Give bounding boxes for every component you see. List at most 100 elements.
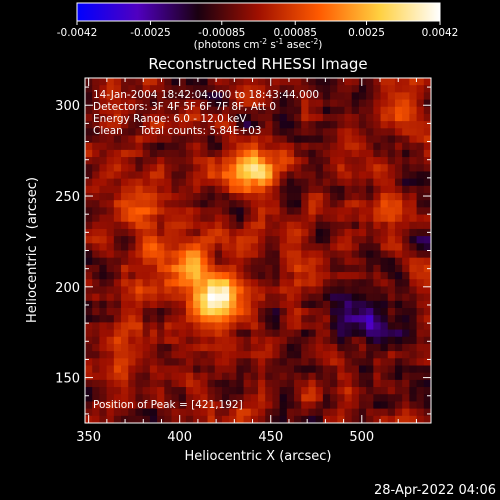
heatmap-cell <box>200 207 209 216</box>
heatmap-cell <box>265 171 273 180</box>
heatmap-cell <box>308 408 317 417</box>
heatmap-cell <box>308 135 317 144</box>
heatmap-cell <box>121 92 129 101</box>
heatmap-cell <box>236 121 245 129</box>
heatmap-cell <box>128 135 136 144</box>
heatmap-cell <box>142 286 151 295</box>
heatmap-cell <box>394 351 403 359</box>
heatmap-cell <box>185 365 194 374</box>
heatmap-cell <box>265 264 273 273</box>
heatmap-cell <box>121 135 129 144</box>
heatmap-cell <box>221 343 230 352</box>
heatmap-cell <box>394 113 403 122</box>
heatmap-cell <box>409 401 418 410</box>
heatmap-cell <box>200 193 209 201</box>
colorbar-tick-label: 0.0042 <box>422 27 459 39</box>
heatmap-cell <box>402 236 410 244</box>
heatmap-cell <box>142 308 151 316</box>
heatmap-cell <box>387 200 396 208</box>
heatmap-cell <box>106 142 115 151</box>
heatmap-cell <box>92 408 100 417</box>
heatmap-cell <box>330 250 338 259</box>
heatmap-cell <box>214 387 223 395</box>
heatmap-cell <box>279 300 288 309</box>
heatmap-cell <box>358 149 367 158</box>
heatmap-cell <box>128 243 136 251</box>
x-tick-label: 500 <box>349 430 374 445</box>
heatmap-cell <box>330 401 338 410</box>
heatmap-cell <box>85 85 93 93</box>
heatmap-cell <box>178 394 187 402</box>
heatmap-cell <box>236 142 245 151</box>
heatmap-cell <box>315 185 324 194</box>
heatmap-cell <box>315 365 324 374</box>
heatmap-cell <box>229 308 237 316</box>
heatmap-cell <box>214 221 223 230</box>
heatmap-cell <box>85 315 93 323</box>
heatmap-cell <box>229 315 237 323</box>
heatmap-cell <box>351 408 360 417</box>
heatmap-cell <box>366 264 374 273</box>
heatmap-cell <box>366 106 374 115</box>
heatmap-cell <box>92 300 100 309</box>
heatmap-cell <box>171 121 180 129</box>
annotation-detectors: Detectors: 3F 4F 5F 6F 7F 8F, Att 0 <box>93 101 276 113</box>
heatmap-cell <box>214 257 223 266</box>
heatmap-cell <box>85 279 93 287</box>
heatmap-cell <box>214 128 223 136</box>
heatmap-cell <box>200 387 209 395</box>
heatmap-cell <box>85 243 93 251</box>
heatmap-cell <box>279 372 288 381</box>
heatmap-cell <box>351 207 360 216</box>
heatmap-cell <box>85 185 93 194</box>
heatmap-cell <box>178 264 187 273</box>
heatmap-cell <box>344 415 353 424</box>
heatmap-cell <box>149 358 158 366</box>
heatmap-cell <box>113 272 122 280</box>
heatmap-cell <box>373 121 382 129</box>
heatmap-cell <box>121 236 129 244</box>
heatmap-cell <box>301 257 309 266</box>
heatmap-cell <box>85 379 93 388</box>
heatmap-cell <box>236 358 245 366</box>
heatmap-cell <box>200 379 209 388</box>
heatmap-cell <box>149 308 158 316</box>
heatmap-cell <box>128 415 136 424</box>
heatmap-cell <box>394 164 403 172</box>
heatmap-cell <box>315 264 324 273</box>
heatmap-cell <box>416 343 425 352</box>
heatmap-cell <box>121 379 129 388</box>
heatmap-cell <box>157 92 165 101</box>
heatmap-cell <box>402 142 410 151</box>
heatmap-cell <box>337 408 345 417</box>
heatmap-cell <box>272 228 281 237</box>
heatmap-cell <box>157 99 165 108</box>
heatmap-cell <box>416 415 425 424</box>
heatmap-cell <box>409 415 418 424</box>
heatmap-cell <box>294 243 302 251</box>
heatmap-cell <box>344 185 353 194</box>
heatmap-cell <box>200 394 209 402</box>
heatmap-cell <box>351 322 360 331</box>
heatmap-cell <box>200 329 209 338</box>
heatmap-cell <box>221 293 230 302</box>
heatmap-cell <box>308 336 317 345</box>
heatmap-cell <box>387 293 396 302</box>
heatmap-cell <box>121 99 129 108</box>
heatmap-cell <box>135 207 144 216</box>
heatmap-cell <box>387 243 396 251</box>
heatmap-cell <box>423 329 432 338</box>
heatmap-cell <box>423 157 432 165</box>
heatmap-cell <box>200 228 209 237</box>
heatmap-cell <box>387 178 396 187</box>
heatmap-cell <box>272 394 281 402</box>
heatmap-cell <box>322 408 331 417</box>
heatmap-cell <box>178 358 187 366</box>
heatmap-cell <box>106 408 115 417</box>
heatmap-cell <box>279 293 288 302</box>
heatmap-cell <box>229 343 237 352</box>
heatmap-cell <box>272 372 281 381</box>
heatmap-cell <box>193 171 201 180</box>
heatmap-cell <box>106 379 115 388</box>
heatmap-cell <box>171 264 180 273</box>
